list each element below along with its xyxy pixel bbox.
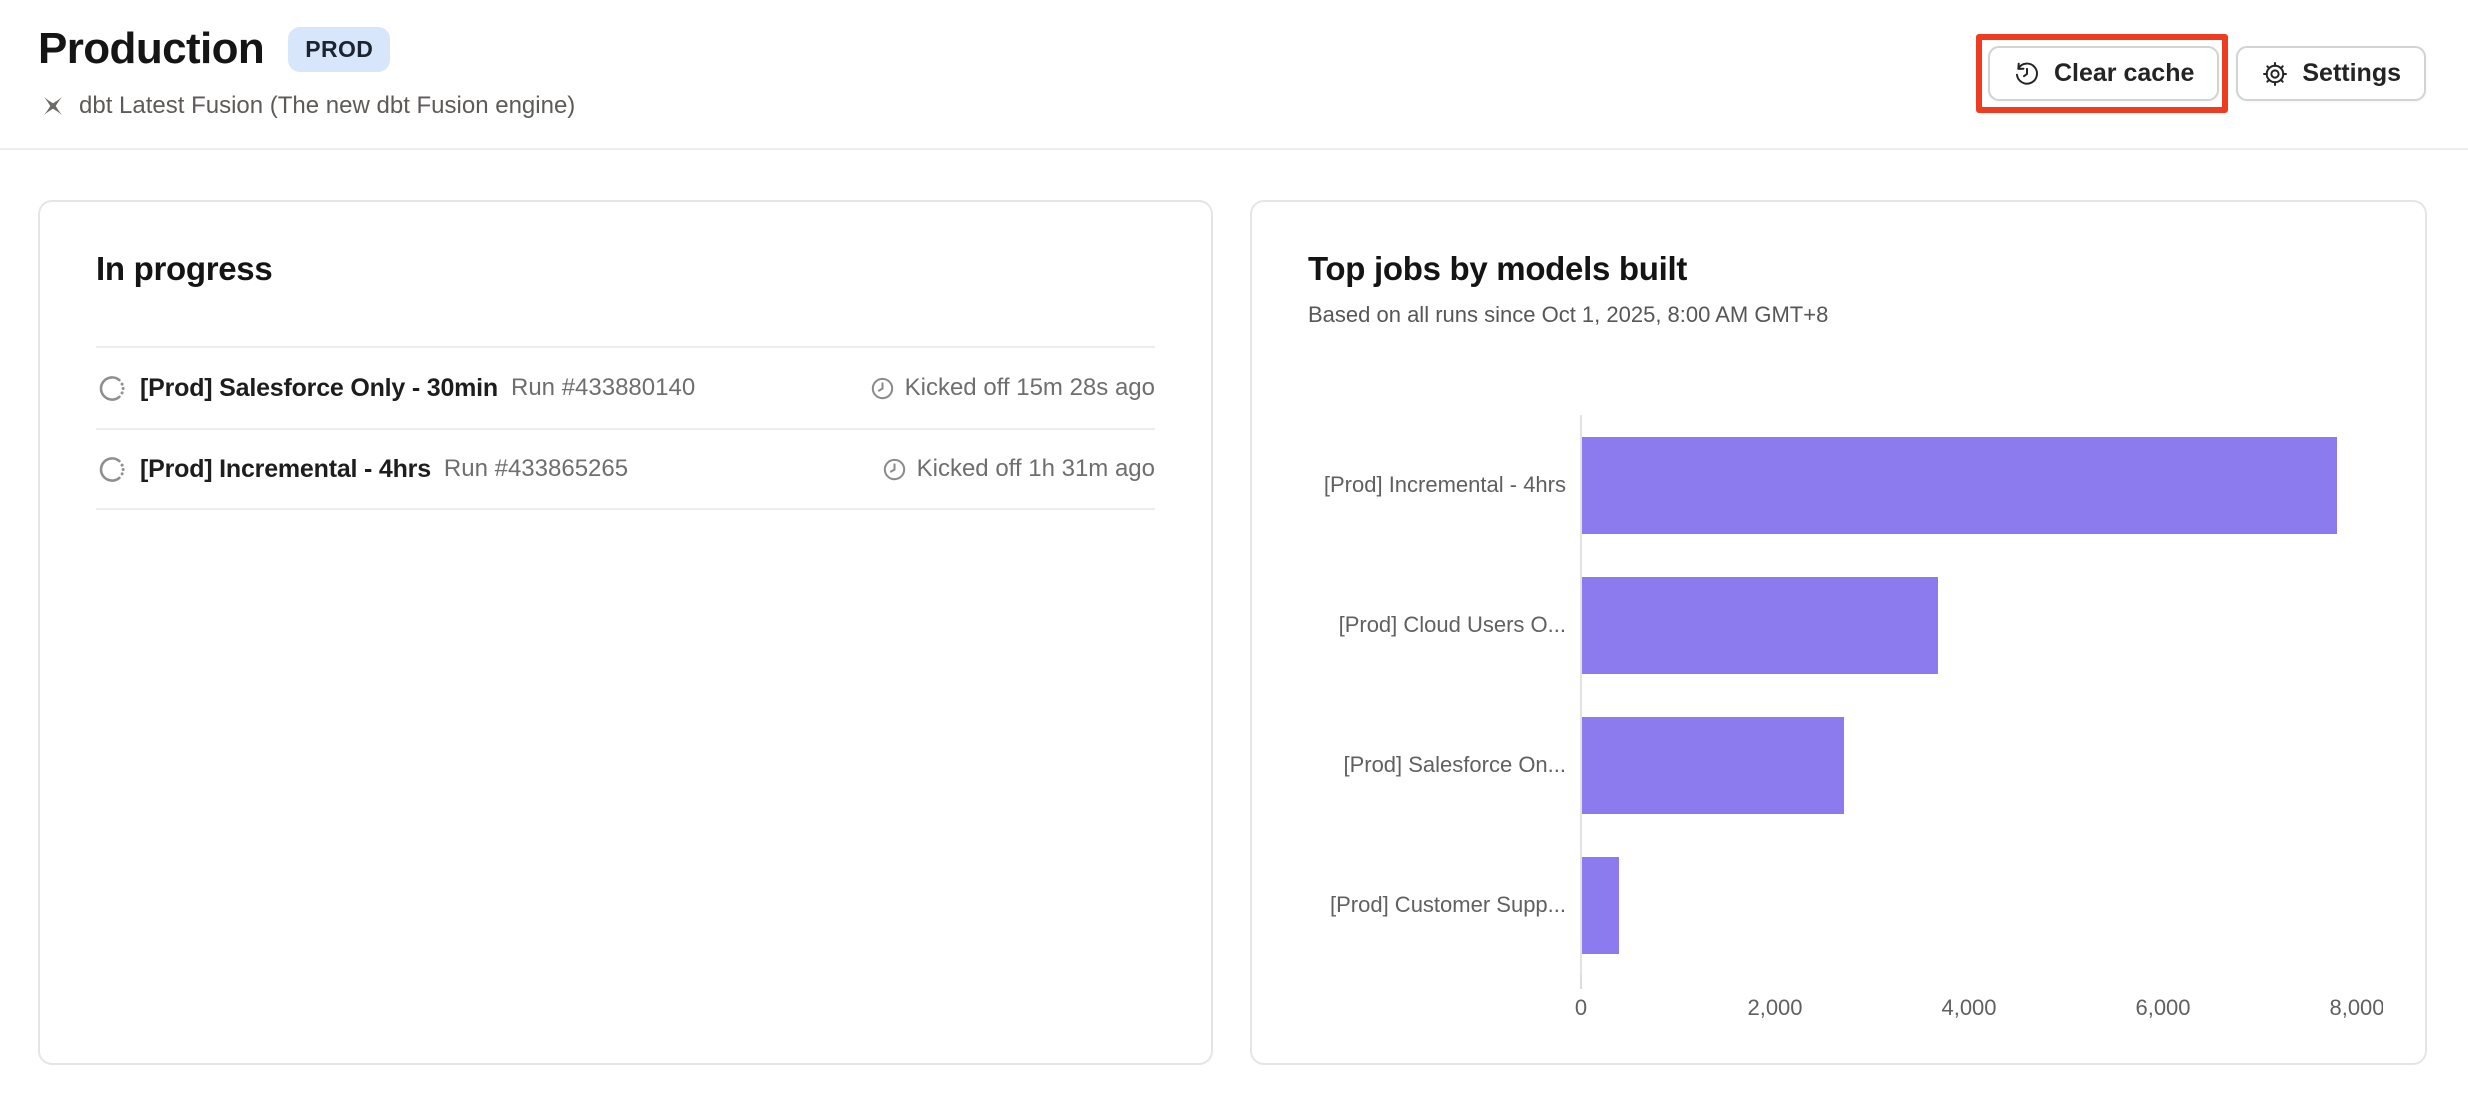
x-axis-tick-label: 2,000 [1747,995,1803,1020]
x-axis: 0 2,000 4,000 6,000 8,000 [1575,975,2383,1024]
engine-subtitle-text: dbt Latest Fusion (The new dbt Fusion en… [79,92,576,119]
history-icon [2013,60,2041,88]
spinner-icon [96,373,127,404]
kicked-off: Kicked off 15m 28s ago [869,374,1155,402]
clock-icon [881,456,908,483]
in-progress-title: In progress [96,250,273,287]
chart-row: [Prod] Cloud Users O... [1308,555,2383,695]
page-title: Production [38,24,265,73]
bar-slot [1580,415,2383,555]
prod-badge: PROD [288,26,391,72]
chart-subtitle: Based on all runs since Oct 1, 2025, 8:0… [1308,302,1829,327]
in-progress-list: [Prod] Salesforce Only - 30min Run #43388… [96,346,1155,510]
kicked-off-text: Kicked off 1h 31m ago [916,455,1155,482]
run-row[interactable]: [Prod] Incremental - 4hrs Run #433865265 K… [96,428,1155,510]
x-axis-tick-label: 0 [1574,995,1588,1020]
header-actions: Clear cache Settings [1976,34,2426,113]
category-label: [Prod] Incremental - 4hrs [1323,472,1566,498]
page-header: Production PROD dbt Latest Fusion (The n… [0,0,2468,121]
environment-overview-page: Production PROD dbt Latest Fusion (The n… [0,0,2468,1065]
in-progress-card: In progress [Prod] Salesforce Only - 30m… [38,200,1213,1065]
spinner-icon [96,454,127,485]
run-number[interactable]: Run #433880140 [511,374,696,401]
settings-label: Settings [2302,59,2401,87]
bar[interactable] [1582,576,1938,674]
bar-slot [1580,555,2383,695]
gear-icon [2261,60,2289,88]
clear-cache-label: Clear cache [2054,59,2195,87]
bar[interactable] [1582,716,1844,814]
bar[interactable] [1582,436,2337,534]
category-label: [Prod] Cloud Users O... [1338,612,1566,638]
dbt-fusion-icon [38,91,68,121]
kicked-off-text: Kicked off 15m 28s ago [904,374,1155,401]
bar-slot [1580,835,2383,975]
chart-row: [Prod] Incremental - 4hrs [1308,415,2383,555]
run-row[interactable]: [Prod] Salesforce Only - 30min Run #43388… [96,346,1155,428]
kicked-off: Kicked off 1h 31m ago [881,455,1155,483]
run-number[interactable]: Run #433865265 [443,455,629,482]
job-name[interactable]: [Prod] Salesforce Only - 30min [140,373,498,402]
bar-chart: [Prod] Incremental - 4hrs [Prod] Cloud Us… [1308,415,2383,1024]
category-label: [Prod] Customer Supp... [1330,892,1566,918]
x-axis-tick-label: 4,000 [1941,995,1997,1020]
chart-row: [Prod] Salesforce On... [1308,695,2383,835]
job-name[interactable]: [Prod] Incremental - 4hrs [140,454,431,483]
chart-title: Top jobs by models built [1308,250,1688,287]
bar[interactable] [1582,856,1619,954]
x-axis-tick-label: 6,000 [2135,995,2191,1020]
top-jobs-card: Top jobs by models built Based on all ru… [1250,200,2427,1065]
clock-icon [869,375,896,402]
axis-tick-mark [1580,975,1582,989]
header-left: Production PROD dbt Latest Fusion (The n… [38,24,575,121]
clear-cache-button[interactable]: Clear cache [1988,46,2220,101]
category-label: [Prod] Salesforce On... [1343,752,1566,778]
engine-subtitle: dbt Latest Fusion (The new dbt Fusion en… [38,91,575,121]
x-axis-tick-label: 8,000 [2329,995,2383,1020]
bar-slot [1580,695,2383,835]
cards-row: In progress [Prod] Salesforce Only - 30m… [0,150,2468,1065]
chart-row: [Prod] Customer Supp... [1308,835,2383,975]
settings-button[interactable]: Settings [2236,46,2426,101]
header-divider [0,148,2468,150]
